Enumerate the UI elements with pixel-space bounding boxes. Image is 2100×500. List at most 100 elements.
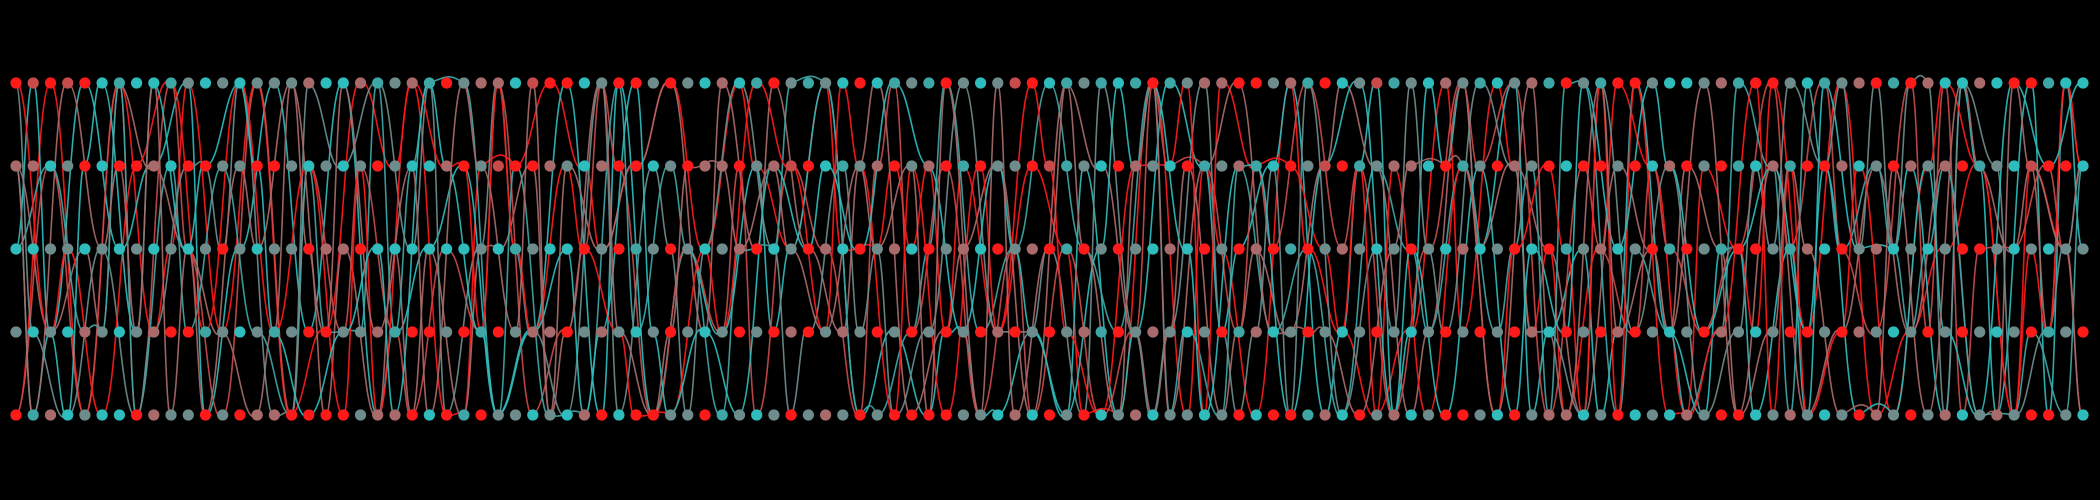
node-dot	[2043, 243, 2055, 255]
node-dot	[1009, 243, 1021, 255]
node-dot	[96, 409, 108, 421]
node-dot	[1164, 160, 1176, 172]
node-dot	[1698, 409, 1710, 421]
node-dot	[1388, 160, 1400, 172]
node-dot	[1991, 409, 2003, 421]
node-dot	[1836, 409, 1848, 421]
node-dot	[1198, 326, 1211, 338]
node-dot	[1646, 77, 1658, 89]
node-dot	[509, 409, 522, 421]
node-dot	[1526, 160, 1538, 172]
node-dot	[1836, 326, 1848, 338]
node-dot	[406, 160, 418, 172]
node-dot	[1250, 77, 1262, 89]
node-dot	[1130, 243, 1142, 255]
node-dot	[820, 77, 832, 89]
node-dot	[148, 77, 160, 89]
node-dot	[888, 160, 901, 172]
node-dot	[1698, 326, 1710, 338]
node-dot	[1991, 77, 2003, 89]
node-dot	[1371, 243, 1383, 255]
node-dot	[733, 409, 746, 421]
node-dot	[785, 160, 797, 172]
node-dot	[509, 160, 522, 172]
node-dot	[940, 409, 952, 421]
node-dot	[1285, 326, 1297, 338]
node-dot	[62, 243, 74, 255]
node-dot	[62, 160, 74, 172]
node-dot	[96, 243, 108, 255]
node-dot	[182, 409, 194, 421]
node-dot	[423, 409, 435, 421]
node-dot	[372, 243, 384, 255]
node-dot	[1939, 409, 1951, 421]
node-dot	[1061, 243, 1073, 255]
node-dot	[2025, 243, 2037, 255]
node-dot	[1164, 409, 1176, 421]
node-dot	[975, 243, 987, 255]
node-dot	[1181, 77, 1193, 89]
node-dot	[630, 409, 642, 421]
node-dot	[1440, 243, 1452, 255]
node-dot	[1543, 326, 1555, 338]
node-dot	[733, 243, 746, 255]
node-dot	[113, 243, 125, 255]
node-dot	[96, 326, 108, 338]
node-dot	[1250, 326, 1262, 338]
node-dot	[1061, 409, 1073, 421]
node-dot	[1612, 160, 1624, 172]
node-dot	[441, 326, 453, 338]
node-dot	[234, 160, 246, 172]
node-dot	[62, 409, 74, 421]
node-dot	[251, 77, 263, 89]
node-dot	[406, 326, 418, 338]
node-dot	[1836, 160, 1848, 172]
node-dot	[337, 77, 349, 89]
node-dot	[940, 77, 952, 89]
node-dot	[561, 160, 573, 172]
node-dot	[320, 409, 332, 421]
node-dot	[1715, 326, 1727, 338]
node-dot	[1577, 160, 1590, 172]
node-dot	[1922, 160, 1934, 172]
node-dot	[578, 243, 591, 255]
node-dot	[1836, 77, 1848, 89]
node-dot	[1147, 160, 1159, 172]
node-dot	[1388, 77, 1400, 89]
node-dot	[682, 409, 694, 421]
node-dot	[1147, 77, 1159, 89]
node-dot	[1577, 243, 1590, 255]
node-dot	[768, 77, 780, 89]
node-dot	[837, 409, 849, 421]
node-dot	[1026, 160, 1038, 172]
node-dot	[1887, 243, 1900, 255]
node-dot	[1801, 409, 1813, 421]
node-dot	[1095, 409, 1107, 421]
node-dot	[871, 160, 883, 172]
node-dot	[1043, 326, 1056, 338]
node-dot	[165, 160, 177, 172]
node-dot	[1233, 243, 1245, 255]
node-dot	[182, 160, 194, 172]
node-dot	[1078, 409, 1090, 421]
node-dot	[2060, 243, 2072, 255]
node-dot	[1715, 409, 1727, 421]
node-dot	[1078, 243, 1090, 255]
node-dot	[802, 77, 815, 89]
node-dot	[647, 326, 659, 338]
node-dot	[1009, 409, 1021, 421]
node-dot	[2025, 160, 2037, 172]
node-dot	[1543, 243, 1555, 255]
node-dot	[854, 409, 866, 421]
node-dot	[1836, 243, 1848, 255]
node-dot	[1474, 77, 1486, 89]
node-dot	[1526, 409, 1538, 421]
node-dot	[1577, 77, 1590, 89]
node-dot	[1905, 160, 1917, 172]
node-dot	[1112, 160, 1124, 172]
node-dot	[389, 326, 401, 338]
node-dot	[1732, 77, 1745, 89]
node-dot	[199, 326, 212, 338]
node-dot	[1905, 326, 1917, 338]
node-dot	[217, 409, 229, 421]
